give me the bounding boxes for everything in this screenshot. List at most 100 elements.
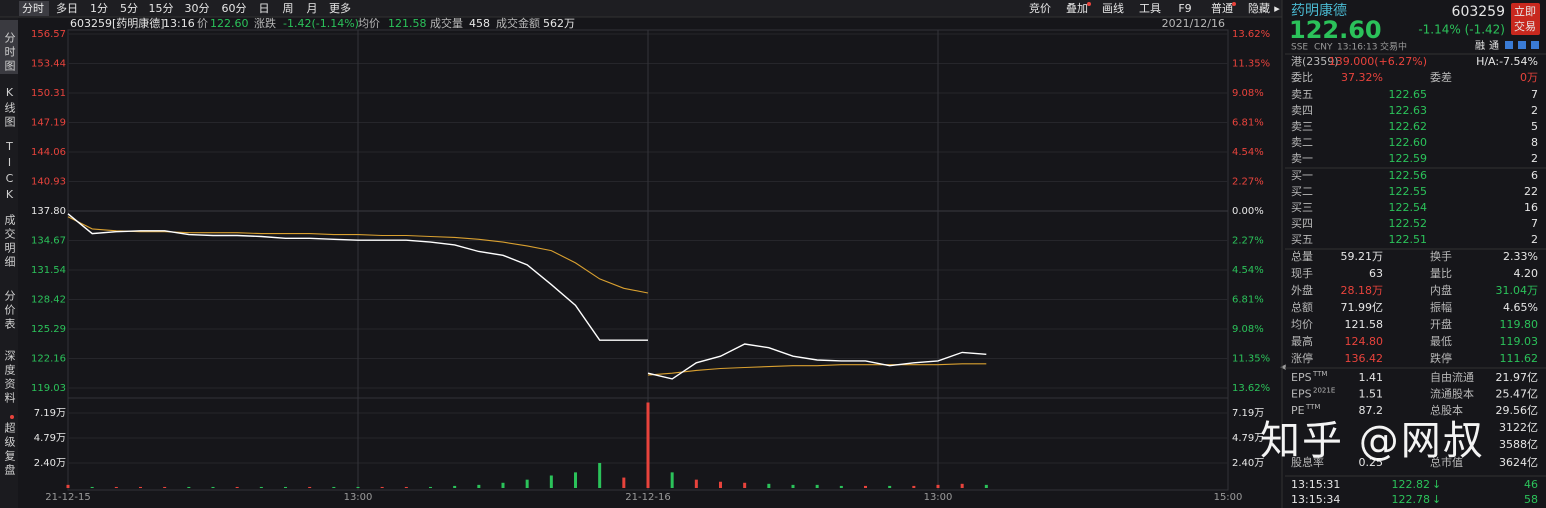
- y-tick-label: 150.31: [31, 88, 66, 99]
- panel-cell: 3588亿: [1499, 438, 1538, 451]
- sidebar-item[interactable]: 分时图: [3, 32, 16, 74]
- toolbar-tool[interactable]: 普通: [1211, 1, 1233, 15]
- volume-bar: [525, 479, 529, 488]
- panel-cell: 5: [1531, 120, 1538, 133]
- panel-cell: 涨停: [1291, 351, 1313, 365]
- toolbar-tab[interactable]: 60分: [222, 2, 247, 15]
- panel-cell: 卖五: [1291, 88, 1313, 101]
- panel-cell: 1.51: [1359, 388, 1384, 401]
- panel-cell: 股息率: [1291, 455, 1324, 469]
- toolbar-tool[interactable]: 叠加: [1066, 2, 1088, 15]
- pct-tick-label: 2.27%: [1232, 236, 1264, 247]
- sidebar-item[interactable]: 深度资料: [3, 350, 16, 406]
- panel-cell: 8: [1531, 136, 1538, 149]
- panel-sup: 2021E: [1313, 387, 1335, 395]
- big-price: 122.60: [1289, 16, 1382, 44]
- toolbar-tool[interactable]: F9: [1178, 2, 1191, 15]
- volume-bar: [284, 486, 287, 488]
- panel-cell: 139.000(+6.27%): [1329, 55, 1427, 68]
- toolbar-tab[interactable]: 周: [283, 2, 294, 15]
- y-tick-label: 147.19: [31, 117, 66, 128]
- panel-cell: 21.97亿: [1496, 371, 1539, 384]
- toolbar-tab[interactable]: 30分: [185, 2, 210, 15]
- trade-button[interactable]: [1511, 3, 1540, 35]
- sidebar-item[interactable]: K线图: [3, 86, 16, 130]
- panel-cell: 122.56: [1389, 169, 1428, 182]
- toolbar-tab[interactable]: 更多: [329, 1, 351, 15]
- pct-tick-label: 6.81%: [1232, 118, 1264, 129]
- panel-cell: 买四: [1291, 217, 1313, 230]
- pct-tick-label: 4.54%: [1232, 147, 1264, 158]
- y-tick-label: 131.54: [31, 265, 66, 276]
- icon[interactable]: [1531, 41, 1539, 49]
- panel-cell: 29.56亿: [1496, 404, 1539, 417]
- volume-bar: [864, 485, 867, 488]
- panel-cell: 122.59: [1389, 152, 1428, 165]
- y-tick-label: 125.29: [31, 324, 66, 335]
- sidebar-item[interactable]: 分价表: [3, 290, 16, 332]
- sidebar-item[interactable]: 超级复盘: [3, 421, 16, 478]
- toolbar-tab[interactable]: 1分: [90, 2, 108, 15]
- panel-cell: 卖一: [1291, 152, 1313, 165]
- panel-cell: 111.62: [1500, 352, 1539, 365]
- volume-bar: [163, 486, 167, 488]
- x-tick-label: 21-12-16: [625, 492, 670, 503]
- icon[interactable]: [1505, 41, 1513, 49]
- badge: 融: [1475, 40, 1485, 52]
- toolbar-tool[interactable]: 隐藏: [1248, 2, 1270, 15]
- panel-cell: 总量: [1291, 249, 1313, 263]
- panel-cell: 2.33%: [1503, 250, 1538, 263]
- toolbar-tab[interactable]: 5分: [120, 2, 138, 15]
- panel-cell: 总额: [1291, 300, 1313, 314]
- trade-button-text[interactable]: 立即: [1514, 4, 1536, 18]
- info-price: 122.60: [210, 17, 249, 30]
- collapse-arrow[interactable]: ◂: [1280, 360, 1286, 373]
- icon[interactable]: [1518, 41, 1526, 49]
- panel-cell: 2: [1531, 104, 1538, 117]
- panel-cell: 跌停: [1430, 351, 1452, 365]
- toolbar-tab[interactable]: 日: [259, 2, 270, 15]
- panel-cell: EPS: [1291, 388, 1312, 401]
- panel-cell: 122.65: [1389, 88, 1428, 101]
- toolbar-tab[interactable]: 月: [307, 2, 318, 15]
- scroll-arrow[interactable]: ▸: [1274, 2, 1280, 15]
- volume-bar: [839, 485, 843, 488]
- panel-cell: 7: [1531, 217, 1538, 230]
- stock-name: 药明康德: [1291, 2, 1347, 19]
- volume-bar: [235, 486, 239, 488]
- panel-cell: H/A:-7.54%: [1476, 55, 1538, 68]
- price-line: [67, 213, 648, 341]
- sidebar-item[interactable]: 成交明细: [3, 214, 16, 270]
- panel-cell: 2: [1531, 233, 1538, 246]
- trade-button-text[interactable]: 交易: [1514, 19, 1536, 33]
- x-tick-label: 13:00: [344, 492, 373, 503]
- panel-cell: 卖四: [1291, 104, 1313, 117]
- panel-cell: 4.65%: [1503, 301, 1538, 314]
- volume-bar: [984, 484, 988, 488]
- volume-bar: [743, 482, 747, 488]
- avg-line: [67, 216, 649, 294]
- toolbar-tab[interactable]: 多日: [56, 1, 78, 15]
- panel-cell: 3624亿: [1499, 456, 1538, 469]
- panel-cell: 买二: [1291, 185, 1313, 198]
- panel-cell: 59.21万: [1341, 250, 1384, 263]
- toolbar-tool[interactable]: 工具: [1139, 2, 1161, 15]
- panel-cell: 委差: [1430, 70, 1452, 84]
- panel-cell: 124.80: [1345, 335, 1384, 348]
- toolbar-tab[interactable]: 15分: [149, 2, 174, 15]
- volume-bar: [719, 481, 722, 488]
- panel-cell: 港(2359): [1291, 55, 1339, 68]
- y-tick-label: 122.16: [31, 353, 66, 364]
- panel-cell: 3122亿: [1499, 421, 1538, 434]
- info-label: 价: [197, 17, 208, 30]
- sidebar-item[interactable]: TICK: [3, 140, 16, 204]
- volume-bar: [574, 472, 577, 488]
- info-avg: 121.58: [388, 17, 427, 30]
- toolbar-tab[interactable]: 分时: [22, 2, 44, 15]
- pct-tick-label: 4.54%: [1232, 265, 1264, 276]
- toolbar-tool[interactable]: 画线: [1102, 1, 1124, 15]
- toolbar-tool[interactable]: 竞价: [1029, 1, 1051, 15]
- chart-layer: 156.57 153.44 150.31 147.19 144.06 140.93 137.…: [31, 29, 1270, 503]
